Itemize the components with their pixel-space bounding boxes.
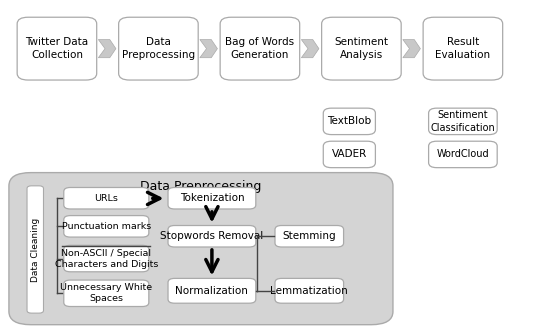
FancyBboxPatch shape: [323, 141, 376, 168]
FancyBboxPatch shape: [428, 108, 497, 134]
Text: Data
Preprocessing: Data Preprocessing: [122, 38, 195, 60]
Text: Tokenization: Tokenization: [180, 193, 244, 203]
FancyBboxPatch shape: [64, 215, 149, 237]
Text: Bag of Words
Generation: Bag of Words Generation: [226, 38, 294, 60]
Text: Lemmatization: Lemmatization: [271, 286, 348, 296]
Text: Sentiment
Analysis: Sentiment Analysis: [334, 38, 388, 60]
Text: Twitter Data
Collection: Twitter Data Collection: [25, 38, 89, 60]
FancyBboxPatch shape: [322, 17, 401, 80]
Text: Unnecessary White
Spaces: Unnecessary White Spaces: [60, 283, 152, 303]
FancyBboxPatch shape: [220, 17, 300, 80]
Text: Non-ASCII / Special
Characters and Digits: Non-ASCII / Special Characters and Digit…: [54, 249, 158, 269]
Text: Sentiment
Classification: Sentiment Classification: [431, 110, 495, 132]
Text: Result
Evaluation: Result Evaluation: [436, 38, 491, 60]
Polygon shape: [403, 40, 420, 58]
Text: TextBlob: TextBlob: [327, 117, 371, 126]
Text: VADER: VADER: [332, 149, 367, 159]
Text: URLs: URLs: [95, 194, 118, 203]
FancyBboxPatch shape: [428, 141, 497, 168]
Text: Data Preprocessing: Data Preprocessing: [140, 180, 262, 193]
FancyBboxPatch shape: [275, 225, 344, 247]
FancyBboxPatch shape: [17, 17, 97, 80]
FancyBboxPatch shape: [64, 188, 149, 209]
FancyBboxPatch shape: [27, 186, 43, 313]
Text: Punctuation marks: Punctuation marks: [62, 222, 151, 231]
FancyBboxPatch shape: [168, 279, 256, 303]
Polygon shape: [98, 40, 116, 58]
FancyBboxPatch shape: [275, 279, 344, 303]
FancyBboxPatch shape: [119, 17, 198, 80]
Text: Data Cleaning: Data Cleaning: [31, 217, 40, 282]
FancyBboxPatch shape: [64, 280, 149, 306]
Text: Stemming: Stemming: [283, 231, 336, 241]
FancyBboxPatch shape: [64, 245, 149, 272]
Text: Stopwords Removal: Stopwords Removal: [160, 231, 263, 241]
Text: WordCloud: WordCloud: [437, 149, 489, 159]
FancyBboxPatch shape: [168, 225, 256, 247]
FancyBboxPatch shape: [168, 188, 256, 209]
FancyBboxPatch shape: [9, 173, 393, 325]
Polygon shape: [200, 40, 217, 58]
Text: Normalization: Normalization: [175, 286, 249, 296]
FancyBboxPatch shape: [423, 17, 503, 80]
FancyBboxPatch shape: [323, 108, 376, 134]
Polygon shape: [301, 40, 319, 58]
